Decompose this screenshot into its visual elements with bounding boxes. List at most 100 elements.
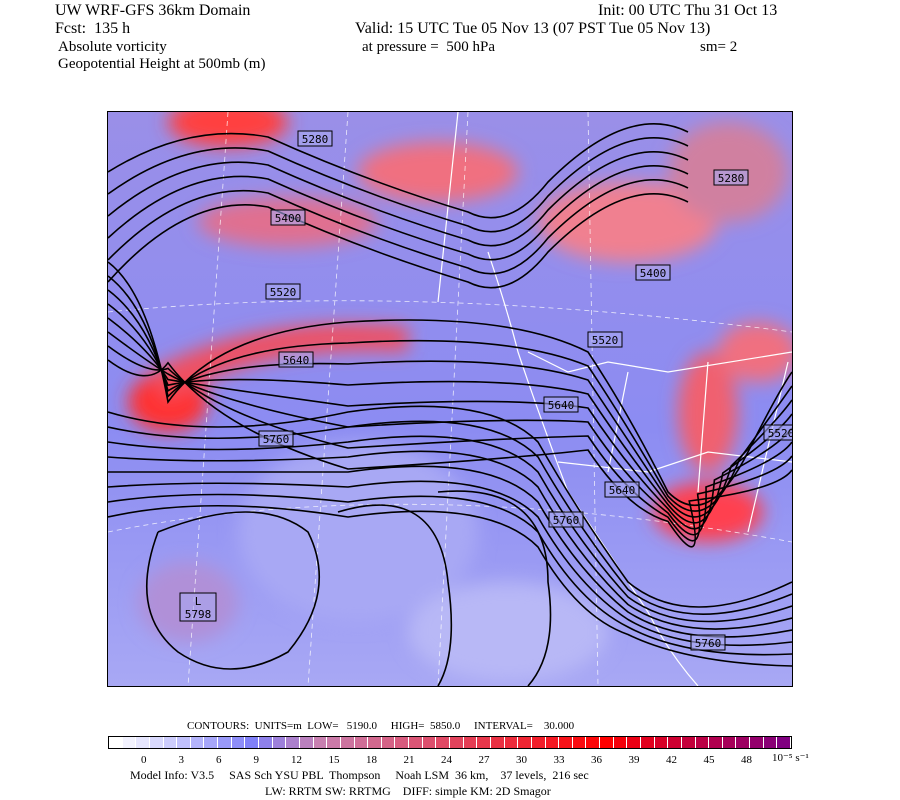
- colorbar-tick-label: 21: [403, 754, 415, 766]
- contour-line: [107, 420, 793, 615]
- contour-line: [107, 179, 689, 275]
- colorbar-swatch: [613, 737, 628, 748]
- contour-field-name: Geopotential Height at 500mb (m): [58, 56, 266, 72]
- contour-line: [107, 123, 689, 219]
- contour-line: [146, 511, 320, 670]
- colorbar-swatch: [395, 737, 410, 748]
- contour-line: [107, 303, 793, 524]
- svg-text:5280: 5280: [718, 172, 745, 185]
- valid-time: Valid: 15 UTC Tue 05 Nov 13 (07 PST Tue …: [355, 20, 711, 37]
- colorbar-swatch: [109, 737, 123, 748]
- contour-line: [107, 504, 793, 667]
- colorbar-swatch: [245, 737, 260, 748]
- contour-label: 5760: [690, 634, 726, 651]
- contour-line: [107, 275, 793, 512]
- colorbar-tick-label: 42: [666, 754, 677, 766]
- colorbar-swatch: [190, 737, 205, 748]
- contour-line: [437, 490, 552, 687]
- svg-text:5760: 5760: [263, 433, 290, 446]
- colorbar-tick-label: 12: [291, 754, 302, 766]
- colorbar-tick-label: 36: [591, 754, 602, 766]
- contour-info: CONTOURS: UNITS=m LOW= 5190.0 HIGH= 5850…: [187, 720, 575, 732]
- colorbar-tick-label: 3: [178, 754, 185, 766]
- contour-label: 5520: [265, 283, 301, 300]
- colorbar-swatch: [177, 737, 191, 748]
- contour-label: 5520: [587, 331, 623, 348]
- colorbar-swatch: [477, 737, 491, 748]
- svg-text:5520: 5520: [270, 286, 297, 299]
- colorbar-swatch: [450, 737, 464, 748]
- contour-label: 5760: [548, 511, 584, 528]
- colorbar-swatch: [163, 737, 178, 748]
- colorbar-swatch: [750, 737, 764, 748]
- contour-line: [107, 359, 793, 548]
- colorbar-swatch: [722, 737, 737, 748]
- height-contours: [107, 123, 793, 687]
- colorbar-swatch: [600, 737, 614, 748]
- title: UW WRF-GFS 36km Domain: [55, 2, 251, 19]
- colorbar-tick-label: 24: [441, 754, 452, 766]
- colorbar-swatch: [627, 737, 641, 748]
- colorbar-swatch: [340, 737, 355, 748]
- svg-text:5640: 5640: [283, 354, 310, 367]
- colorbar-swatch: [381, 737, 396, 748]
- colorbar-swatch: [531, 737, 546, 748]
- forecast-hour: Fcst: 135 h: [55, 20, 131, 37]
- colorbar-swatch: [736, 737, 751, 748]
- init-time: Init: 00 UTC Thu 31 Oct 13: [598, 2, 778, 19]
- contour-label: 5280: [713, 169, 749, 186]
- colorbar-swatch: [259, 737, 273, 748]
- pressure-level: at pressure = 500 hPa: [362, 39, 496, 55]
- map-panel: 5280 5280 5400 5400 5520 5520 5520 5640 5640 5640…: [107, 97, 799, 687]
- colorbar-tick-label: 39: [628, 754, 640, 766]
- svg-text:5640: 5640: [548, 399, 575, 412]
- contour-label: 5640: [543, 396, 579, 413]
- contour-line: [107, 193, 689, 289]
- colorbar-swatch: [572, 737, 587, 748]
- colorbar-swatch: [286, 737, 300, 748]
- colorbar-swatch: [695, 737, 710, 748]
- model-info: Model Info: V3.5 SAS Sch YSU PBL Thompso…: [130, 768, 589, 782]
- colorbar-swatch: [559, 737, 573, 748]
- svg-text:5400: 5400: [275, 212, 302, 225]
- svg-text:5798: 5798: [185, 608, 212, 621]
- colorbar-swatch: [149, 737, 164, 748]
- svg-text:5280: 5280: [302, 133, 329, 146]
- colorbar-tick-label: 18: [366, 754, 377, 766]
- colorbar-tick-label: 9: [253, 754, 260, 766]
- colorbar-swatch: [122, 737, 137, 748]
- colorbar-swatch: [518, 737, 532, 748]
- colorbar-swatch: [709, 737, 723, 748]
- colorbar-swatch: [504, 737, 519, 748]
- svg-text:5400: 5400: [640, 267, 667, 280]
- contour-label: 5280: [297, 130, 333, 147]
- colorbar-swatch: [136, 737, 150, 748]
- colorbar-swatch: [299, 737, 314, 748]
- svg-text:5640: 5640: [609, 484, 636, 497]
- colorbar-tick-label: 33: [553, 754, 565, 766]
- colorbar-swatch: [327, 737, 341, 748]
- contour-line: [107, 405, 793, 608]
- colorbar-tick-label: 30: [516, 754, 527, 766]
- contour-label: 5400: [270, 209, 306, 226]
- colorbar-swatch: [463, 737, 478, 748]
- colorbar-swatch: [668, 737, 682, 748]
- colorbar-swatch: [777, 737, 792, 748]
- colorbar-swatch: [490, 737, 505, 748]
- svg-text:5760: 5760: [553, 514, 580, 527]
- contour-line: [107, 137, 689, 233]
- colorbar-units: 10⁻⁵ s⁻¹: [772, 752, 809, 764]
- smoothing: sm= 2: [700, 39, 738, 55]
- contour-line: [337, 504, 453, 687]
- contour-label: 5640: [278, 351, 314, 368]
- colorbar-tick-label: 45: [703, 754, 715, 766]
- svg-text:5520: 5520: [768, 427, 792, 440]
- colorbar-swatch: [218, 737, 232, 748]
- physics-info: LW: RRTM SW: RRTMG DIFF: simple KM: 2D S…: [265, 784, 551, 798]
- colorbar-tick-label: 0: [141, 754, 147, 766]
- colorbar-swatch: [586, 737, 601, 748]
- colorbar-swatch: [368, 737, 382, 748]
- colorbar-tick-label: 15: [328, 754, 340, 766]
